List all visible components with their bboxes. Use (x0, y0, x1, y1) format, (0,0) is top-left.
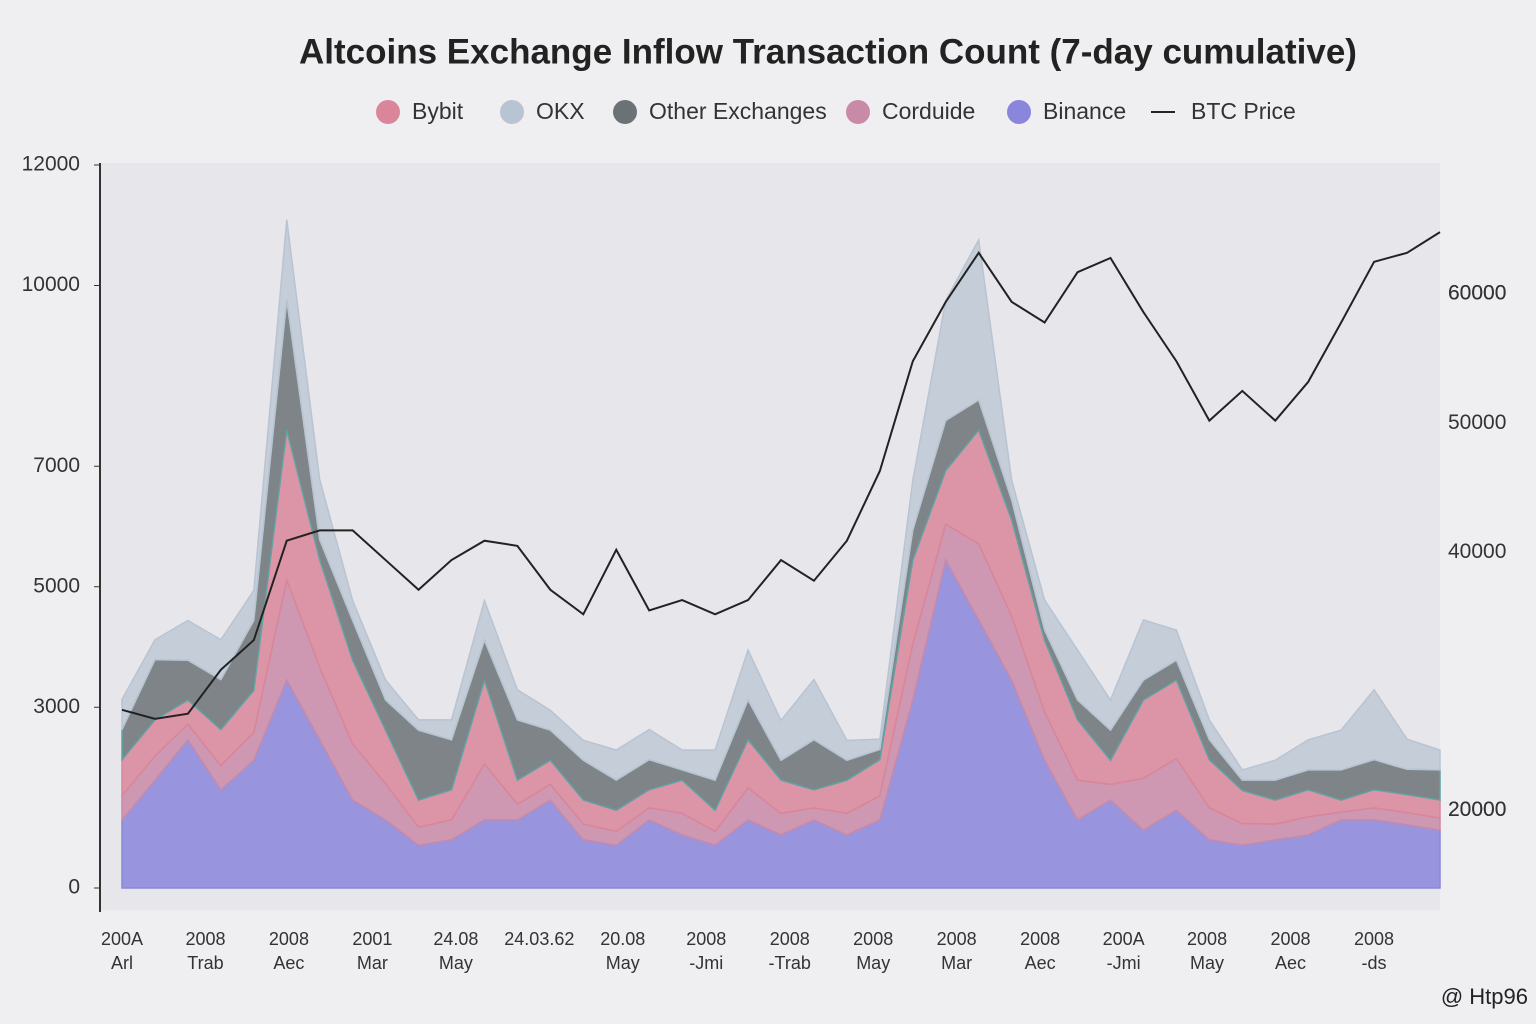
legend-label: OKX (536, 98, 585, 124)
x-tick-label: Mar (941, 953, 972, 973)
x-tick-label: May (606, 953, 640, 973)
legend-label: Binance (1043, 98, 1126, 124)
legend-swatch (500, 100, 524, 124)
x-tick-label: 2008 (853, 929, 893, 949)
x-tick-label: Aec (1275, 953, 1306, 973)
x-tick-label: 2008 (1187, 929, 1227, 949)
y2-tick-label: 60000 (1448, 282, 1506, 305)
legend-swatch (613, 100, 637, 124)
x-tick-label: May (856, 953, 890, 973)
area (121, 219, 1441, 782)
x-tick-label: 2008 (269, 929, 309, 949)
x-tick-label: -ds (1361, 953, 1386, 973)
legend-swatch (376, 100, 400, 124)
x-tick-label: 24.03.62 (504, 929, 574, 949)
legend-label: Corduide (882, 98, 975, 124)
x-tick-label: 2008 (770, 929, 810, 949)
x-tick-label: 2008 (1020, 929, 1060, 949)
y-tick-label: 0 (68, 876, 80, 899)
y-tick-label: 10000 (22, 273, 80, 296)
x-tick-label: 2008 (937, 929, 977, 949)
x-tick-label: -Jmi (689, 953, 723, 973)
x-tick-label: Mar (357, 953, 388, 973)
x-tick-label: 2008 (185, 929, 225, 949)
x-tick-label: Aec (1025, 953, 1056, 973)
x-tick-label: 2008 (686, 929, 726, 949)
y2-tick-label: 20000 (1448, 798, 1506, 821)
price-line (121, 231, 1441, 720)
x-tick-label: May (439, 953, 473, 973)
y2-tick-label: 50000 (1448, 411, 1506, 434)
x-tick-label: 200A (101, 929, 143, 949)
y-tick-label: 5000 (33, 574, 80, 597)
legend-label: BTC Price (1191, 98, 1296, 124)
y-tick-label: 12000 (22, 153, 80, 176)
legend-label: Other Exchanges (649, 98, 827, 124)
x-tick-label: Arl (111, 953, 133, 973)
x-tick-label: -Jmi (1107, 953, 1141, 973)
x-tick-label: 2008 (1271, 929, 1311, 949)
y-tick-label: 7000 (33, 454, 80, 477)
y2-tick-label: 60000 (1448, 282, 1506, 305)
y2-tick-label: 20000 (1448, 798, 1506, 821)
y-tick-label: 3000 (33, 695, 80, 718)
x-tick-label: 2001 (352, 929, 392, 949)
x-tick-label: -Trab (769, 953, 811, 973)
x-tick-label: 20.08 (600, 929, 645, 949)
chart-title: Altcoins Exchange Inflow Transaction Cou… (299, 32, 1357, 71)
x-tick-label: May (1190, 953, 1224, 973)
x-tick-label: 200A (1103, 929, 1145, 949)
x-tick-label: Trab (187, 953, 223, 973)
legend-label: Bybit (412, 98, 464, 124)
x-tick-label: 2008 (1354, 929, 1394, 949)
legend-swatch (846, 100, 870, 124)
y2-tick-label: 40000 (1448, 540, 1506, 563)
x-tick-label: 24.08 (433, 929, 478, 949)
x-tick-label: Aec (273, 953, 304, 973)
watermark: @ Htp96 (1441, 984, 1528, 1009)
legend-swatch (1007, 100, 1031, 124)
